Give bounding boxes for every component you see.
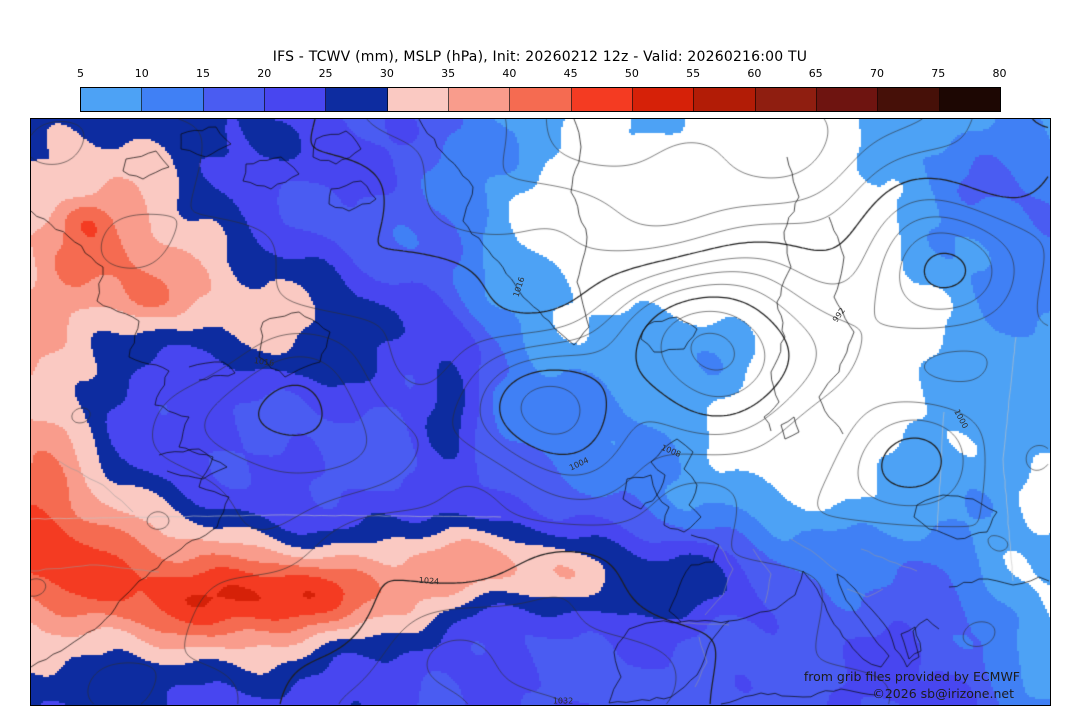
colorbar-segment — [632, 88, 695, 111]
map-panel: from grib files provided by ECMWF ©2026 … — [30, 118, 1051, 706]
colorbar — [80, 87, 1001, 112]
colorbar-segment — [571, 88, 633, 111]
colorbar-tick-label: 60 — [747, 67, 762, 80]
colorbar-segment — [264, 88, 327, 111]
colorbar-tick-label: 15 — [196, 67, 211, 80]
colorbar-tick-label: 5 — [77, 67, 84, 80]
colorbar-tick-label: 80 — [992, 67, 1007, 80]
colorbar-tick-label: 70 — [869, 67, 884, 80]
colorbar-tick-label: 75 — [931, 67, 946, 80]
attribution-copyright: ©2026 sb@irizone.net — [872, 686, 1014, 701]
colorbar-tick-label: 65 — [808, 67, 823, 80]
colorbar-tick-label: 30 — [379, 67, 394, 80]
colorbar-tick-label: 50 — [624, 67, 639, 80]
colorbar-segment — [142, 88, 204, 111]
colorbar-tick-label: 35 — [441, 67, 456, 80]
colorbar-segment — [81, 88, 143, 111]
weather-map-canvas — [31, 119, 1050, 705]
colorbar-tick-row: 5 10 15 20 25 30 35 40 45 50 55 60 65 70 75 80 — [0, 67, 1080, 81]
colorbar-tick-label: 20 — [257, 67, 272, 80]
colorbar-segment — [203, 88, 265, 111]
isobar-label: 1024 — [418, 575, 440, 587]
colorbar-segment — [878, 88, 940, 111]
attribution-source: from grib files provided by ECMWF — [803, 669, 1020, 684]
colorbar-segment — [448, 88, 511, 111]
colorbar-segment — [387, 88, 449, 111]
colorbar-segment — [816, 88, 879, 111]
colorbar-segment — [939, 88, 1000, 111]
colorbar-segment — [755, 88, 817, 111]
colorbar-tick-label: 45 — [563, 67, 578, 80]
colorbar-tick-label: 40 — [502, 67, 517, 80]
colorbar-tick-label: 55 — [686, 67, 701, 80]
colorbar-segment — [326, 88, 388, 111]
isobar-label: 1032 — [552, 696, 574, 706]
colorbar-tick-label: 10 — [134, 67, 149, 80]
colorbar-tick-label: 25 — [318, 67, 333, 80]
colorbar-segment — [694, 88, 756, 111]
colorbar-segment — [510, 88, 572, 111]
chart-title: IFS - TCWV (mm), MSLP (hPa), Init: 20260… — [272, 49, 808, 65]
